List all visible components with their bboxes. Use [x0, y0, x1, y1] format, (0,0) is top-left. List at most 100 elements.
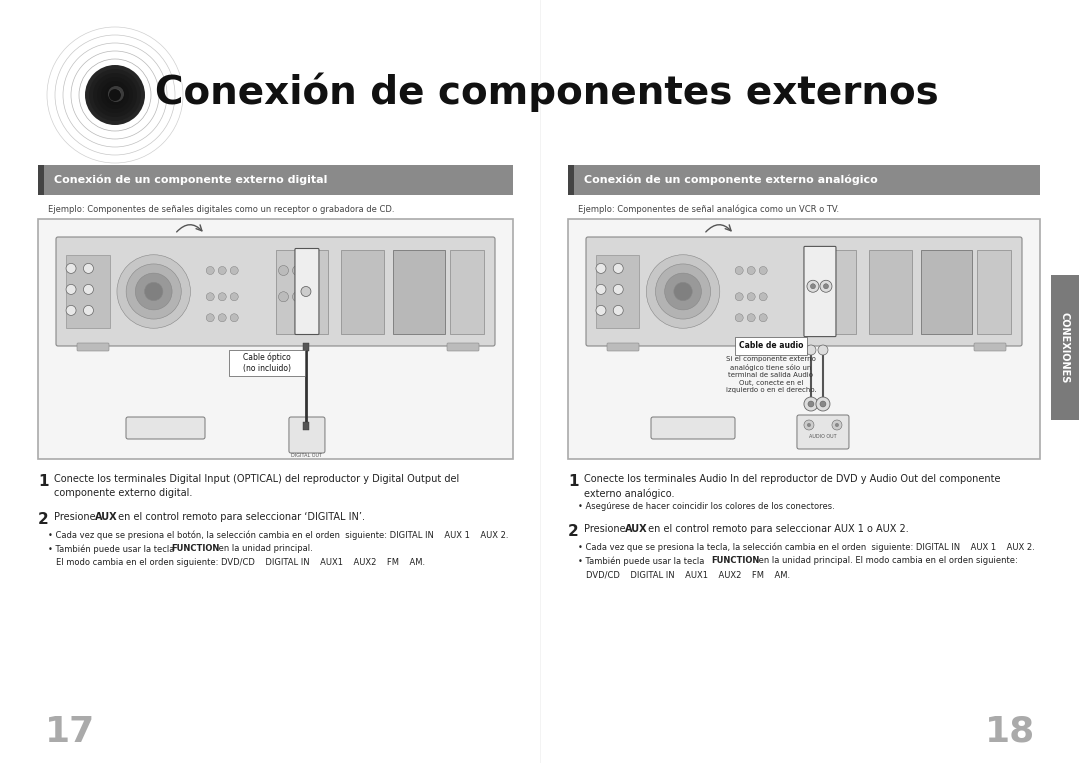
Circle shape — [747, 314, 755, 322]
Bar — [1051, 275, 1079, 420]
Circle shape — [596, 305, 606, 315]
Circle shape — [820, 401, 826, 407]
Circle shape — [117, 255, 190, 328]
Circle shape — [735, 314, 743, 322]
FancyBboxPatch shape — [586, 237, 1022, 346]
Circle shape — [206, 266, 214, 275]
Circle shape — [759, 266, 767, 275]
Text: Cable óptico
(no incluido): Cable óptico (no incluido) — [243, 353, 291, 373]
Circle shape — [835, 423, 839, 427]
Text: FUNCTION: FUNCTION — [171, 544, 219, 553]
Bar — [38, 165, 44, 195]
Circle shape — [807, 280, 819, 292]
Text: 1: 1 — [38, 474, 49, 489]
Text: CONEXIONES: CONEXIONES — [1059, 312, 1070, 383]
FancyBboxPatch shape — [77, 343, 109, 351]
Text: en el control remoto para seleccionar ‘DIGITAL IN’.: en el control remoto para seleccionar ‘D… — [114, 512, 365, 522]
Circle shape — [804, 397, 818, 411]
Circle shape — [810, 284, 815, 288]
Text: • También puede usar la tecla: • También puede usar la tecla — [48, 544, 177, 553]
Circle shape — [109, 89, 121, 101]
Bar — [596, 255, 639, 328]
Text: DIGITAL OUT: DIGITAL OUT — [292, 453, 323, 458]
Circle shape — [93, 73, 137, 117]
Circle shape — [747, 266, 755, 275]
Text: • Asegúrese de hacer coincidir los colores de los conectores.: • Asegúrese de hacer coincidir los color… — [578, 502, 835, 511]
FancyBboxPatch shape — [974, 343, 1005, 351]
FancyBboxPatch shape — [126, 417, 205, 439]
Bar — [920, 250, 972, 333]
Bar — [44, 165, 513, 195]
Circle shape — [613, 263, 623, 273]
Circle shape — [664, 273, 701, 310]
Circle shape — [66, 285, 76, 295]
Circle shape — [97, 77, 133, 113]
FancyBboxPatch shape — [295, 249, 319, 334]
Circle shape — [230, 266, 239, 275]
Bar — [303, 343, 309, 351]
Bar — [66, 255, 109, 328]
Circle shape — [759, 293, 767, 301]
Circle shape — [135, 273, 172, 310]
Text: FUNCTION: FUNCTION — [711, 556, 759, 565]
Text: en el control remoto para seleccionar AUX 1 o AUX 2.: en el control remoto para seleccionar AU… — [645, 524, 908, 534]
FancyBboxPatch shape — [447, 343, 480, 351]
Circle shape — [279, 291, 288, 301]
Circle shape — [293, 291, 302, 301]
Circle shape — [832, 420, 842, 430]
Circle shape — [747, 293, 755, 301]
Circle shape — [820, 280, 832, 292]
Circle shape — [218, 314, 226, 322]
Circle shape — [816, 397, 829, 411]
Text: R: R — [835, 423, 839, 429]
Text: 1: 1 — [568, 474, 579, 489]
Text: 18: 18 — [985, 715, 1035, 749]
Circle shape — [823, 284, 828, 288]
Text: • También puede usar la tecla: • También puede usar la tecla — [578, 556, 707, 565]
FancyBboxPatch shape — [651, 417, 735, 439]
Text: en la unidad principal.: en la unidad principal. — [216, 544, 313, 553]
Text: Presione: Presione — [584, 524, 629, 534]
Text: Conexión de un componente externo analógico: Conexión de un componente externo analóg… — [584, 175, 878, 185]
Circle shape — [735, 293, 743, 301]
Circle shape — [596, 285, 606, 295]
Circle shape — [108, 86, 124, 102]
Text: Presione: Presione — [54, 512, 98, 522]
Circle shape — [279, 266, 288, 275]
Bar — [341, 250, 384, 333]
Bar — [449, 250, 484, 333]
Circle shape — [83, 285, 94, 295]
Circle shape — [293, 266, 302, 275]
Circle shape — [66, 305, 76, 315]
Text: • Cada vez que se presiona la tecla, la selección cambia en el orden  siguiente:: • Cada vez que se presiona la tecla, la … — [578, 542, 1035, 552]
FancyBboxPatch shape — [56, 237, 495, 346]
Text: AUX: AUX — [625, 524, 648, 534]
Text: Si el componente externo
analógico tiene sólo un
terminal de salida Audio
Out, c: Si el componente externo analógico tiene… — [726, 356, 816, 393]
Circle shape — [806, 345, 816, 355]
Circle shape — [230, 293, 239, 301]
FancyBboxPatch shape — [804, 246, 836, 336]
Circle shape — [646, 255, 719, 328]
Circle shape — [105, 85, 125, 105]
Text: Cable de audio: Cable de audio — [739, 342, 804, 350]
Bar — [868, 250, 912, 333]
Circle shape — [674, 282, 692, 301]
Text: Ejemplo: Componentes de señales digitales como un receptor o grabadora de CD.: Ejemplo: Componentes de señales digitale… — [48, 205, 394, 214]
FancyBboxPatch shape — [38, 219, 513, 459]
Text: AUX: AUX — [95, 512, 118, 522]
FancyBboxPatch shape — [797, 415, 849, 449]
Circle shape — [206, 314, 214, 322]
Bar — [568, 165, 573, 195]
Circle shape — [735, 266, 743, 275]
Circle shape — [83, 305, 94, 315]
Circle shape — [206, 293, 214, 301]
Circle shape — [218, 266, 226, 275]
Circle shape — [808, 401, 814, 407]
Bar — [275, 250, 327, 333]
FancyBboxPatch shape — [229, 350, 305, 376]
Bar — [393, 250, 445, 333]
FancyBboxPatch shape — [607, 343, 639, 351]
Circle shape — [83, 263, 94, 273]
Text: Conexión de un componente externo digital: Conexión de un componente externo digita… — [54, 175, 327, 185]
Circle shape — [807, 291, 816, 301]
